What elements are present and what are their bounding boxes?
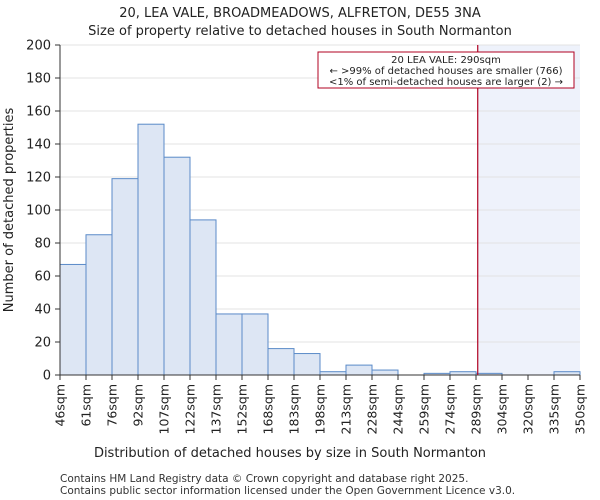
- x-axis-label: Distribution of detached houses by size …: [94, 446, 486, 461]
- x-tick-label: 122sqm: [183, 384, 198, 434]
- chart-title: 20, LEA VALE, BROADMEADOWS, ALFRETON, DE…: [119, 6, 481, 21]
- chart-subtitle: Size of property relative to detached ho…: [88, 24, 512, 39]
- y-tick-label: 80: [34, 237, 51, 252]
- x-tick-label: 76sqm: [105, 384, 120, 427]
- x-tick-label: 168sqm: [261, 384, 276, 434]
- y-tick-label: 100: [26, 204, 51, 219]
- x-tick-label: 61sqm: [79, 384, 94, 427]
- annotation-line-2: ← >99% of detached houses are smaller (7…: [329, 66, 562, 77]
- bar: [293, 353, 321, 376]
- x-tick-label: 213sqm: [339, 384, 354, 434]
- x-tick-label: 107sqm: [157, 384, 172, 434]
- x-tick-label: 244sqm: [391, 384, 406, 434]
- annotation-line-1: 20 LEA VALE: 290sqm: [391, 55, 501, 66]
- y-tick-label: 140: [26, 138, 51, 153]
- x-tick-label: 304sqm: [495, 384, 510, 434]
- bar: [267, 348, 295, 376]
- x-tick-label: 259sqm: [417, 384, 432, 434]
- x-tick-label: 350sqm: [573, 384, 588, 434]
- footer-line-1: Contains HM Land Registry data © Crown c…: [60, 473, 469, 485]
- annotation-line-3: <1% of semi-detached houses are larger (…: [329, 77, 563, 88]
- y-tick-label: 180: [26, 72, 51, 87]
- annotation-box: [317, 51, 575, 89]
- x-tick-label: 92sqm: [131, 384, 146, 427]
- bar: [215, 313, 243, 376]
- bar: [85, 234, 113, 376]
- x-tick-label: 152sqm: [235, 384, 250, 434]
- y-axis-label: Number of detached properties: [2, 108, 17, 313]
- bar: [59, 263, 87, 376]
- bar: [137, 123, 165, 376]
- y-tick-label: 40: [34, 303, 51, 318]
- x-tick-label: 335sqm: [547, 384, 562, 434]
- y-tick-label: 160: [26, 105, 51, 120]
- y-tick-label: 120: [26, 171, 51, 186]
- x-tick-label: 320sqm: [521, 384, 536, 434]
- x-tick-label: 183sqm: [287, 384, 302, 434]
- x-tick-label: 274sqm: [443, 384, 458, 434]
- bar: [345, 364, 373, 376]
- x-tick-label: 228sqm: [365, 384, 380, 434]
- x-tick-label: 289sqm: [469, 384, 484, 434]
- x-tick-label: 46sqm: [53, 384, 68, 427]
- bar: [111, 178, 139, 376]
- bar: [241, 313, 269, 376]
- bar: [371, 369, 399, 376]
- y-tick-label: 200: [26, 39, 51, 54]
- x-tick-label: 198sqm: [313, 384, 328, 434]
- bar: [163, 156, 191, 376]
- y-tick-label: 0: [43, 369, 51, 384]
- y-tick-label: 20: [34, 336, 51, 351]
- x-tick-label: 137sqm: [209, 384, 224, 434]
- footer-line-2: Contains public sector information licen…: [60, 485, 516, 497]
- bar: [189, 219, 217, 376]
- y-tick-label: 60: [34, 270, 51, 285]
